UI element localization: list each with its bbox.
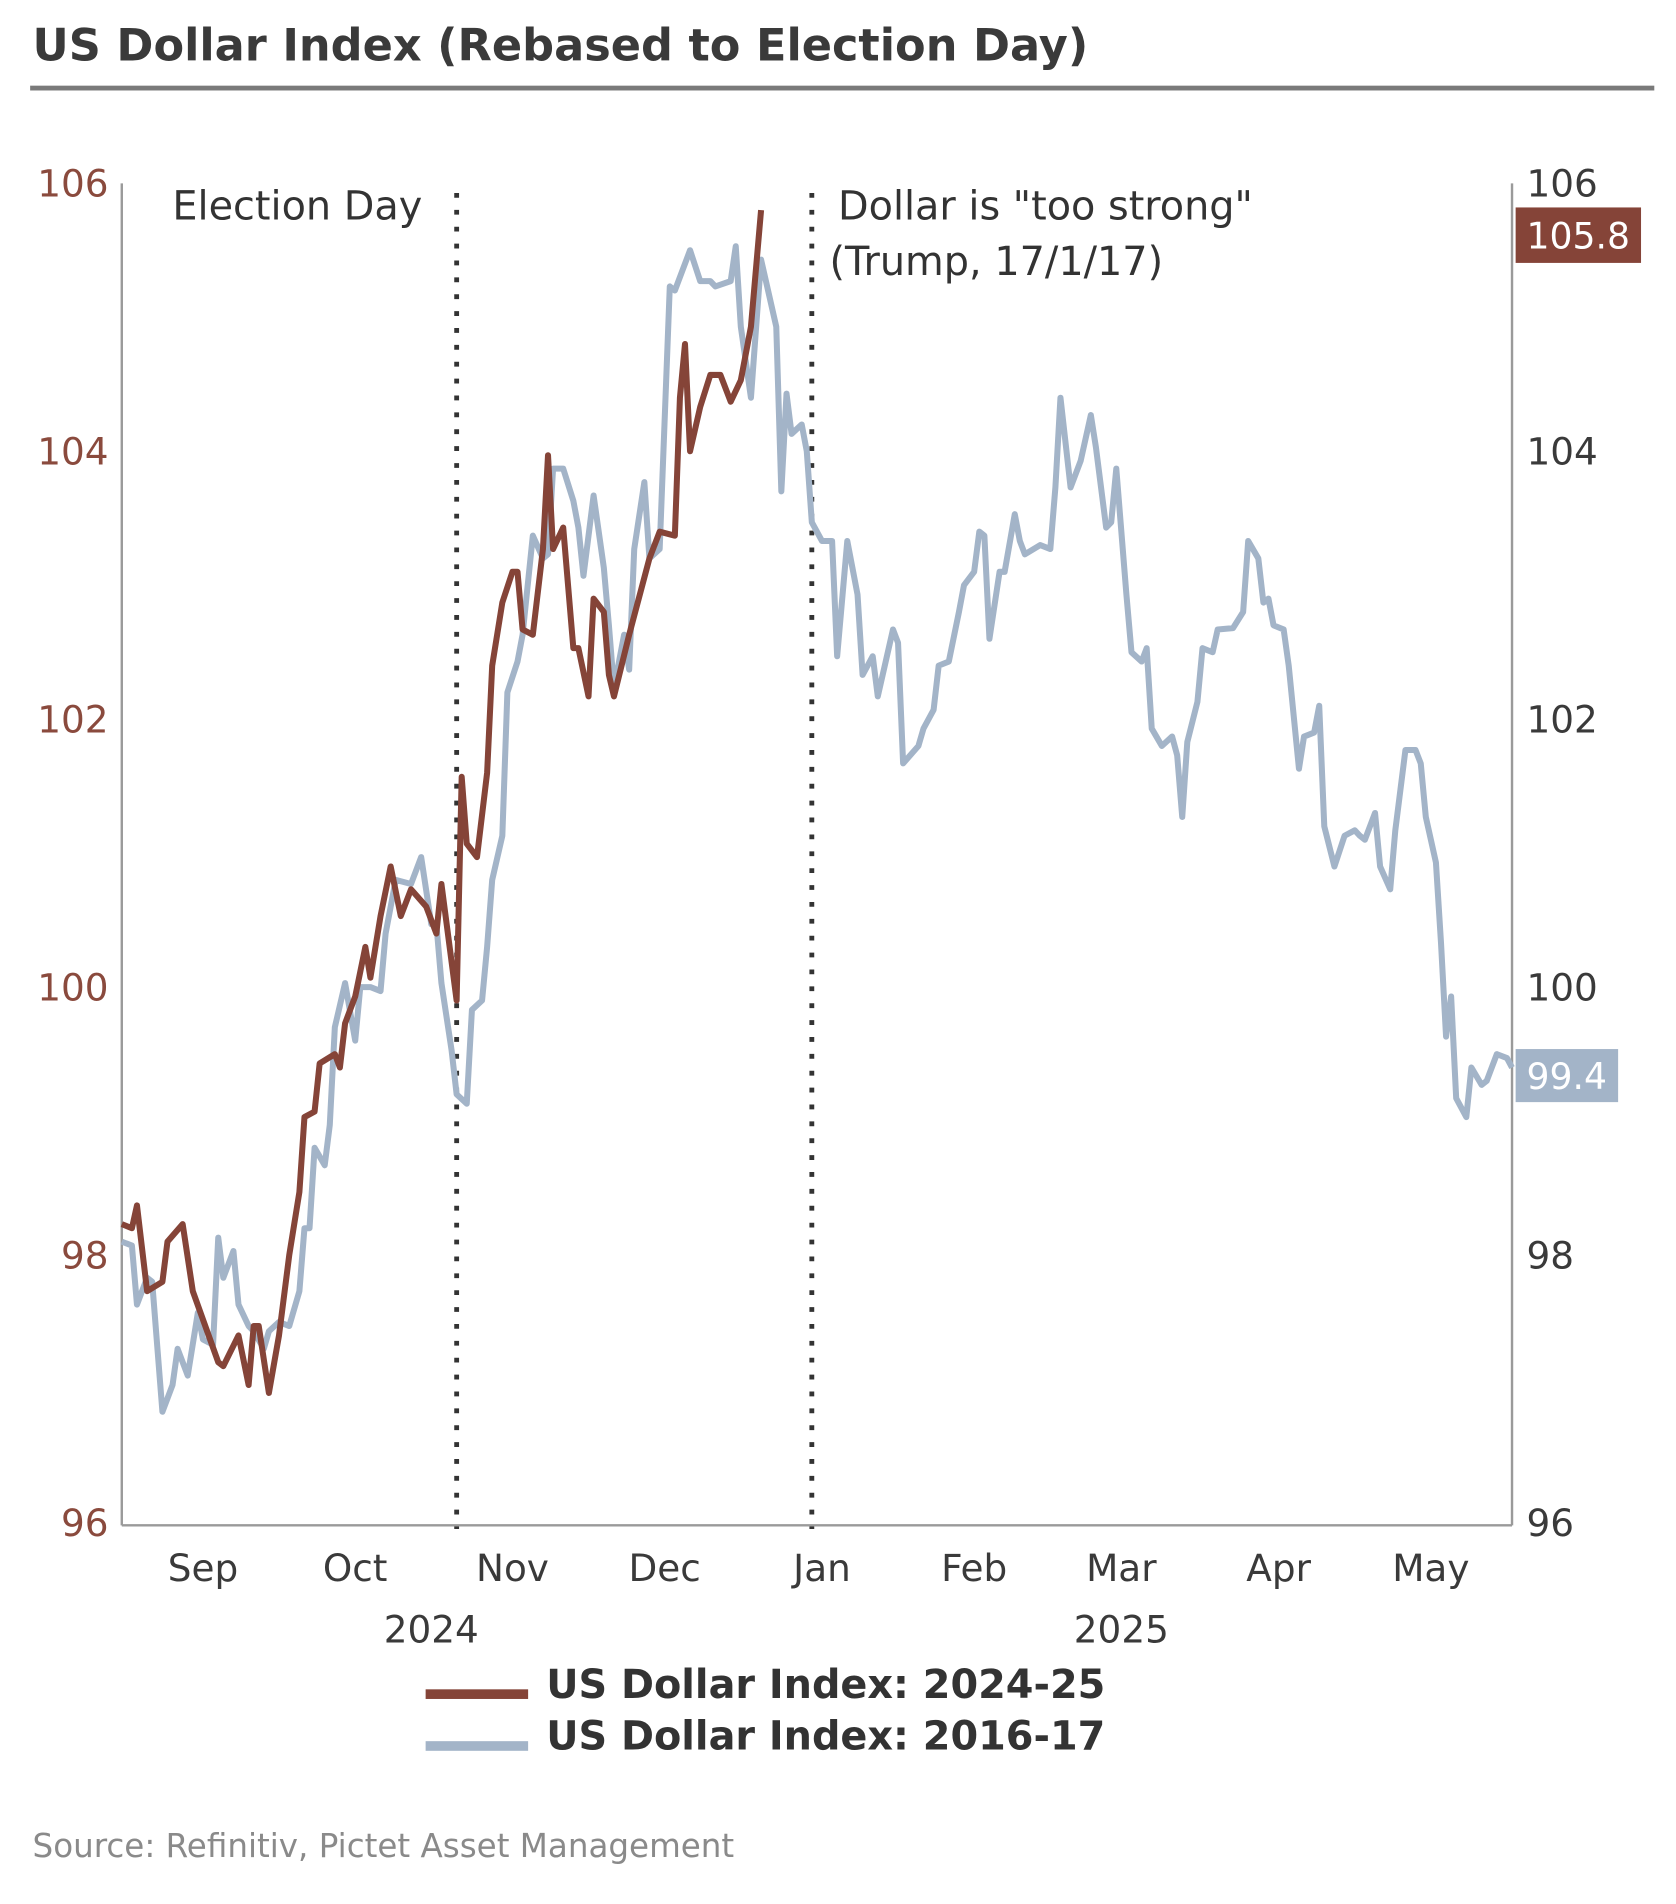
- y-tick-right-label: 100: [1526, 965, 1597, 1009]
- title-rule: [30, 85, 1655, 91]
- y-tick-right-label: 102: [1526, 697, 1597, 741]
- x-tick-label: Apr: [1246, 1546, 1311, 1590]
- too-strong-label: Dollar is "too strong": [838, 184, 1253, 230]
- end-labels: 105.8 99.4: [1515, 207, 1642, 1103]
- legend-swatch-2024-25: [425, 1689, 529, 1699]
- y-tick-right-label: 106: [1526, 162, 1597, 206]
- legend-label-2024-25: US Dollar Index: 2024-25: [546, 1662, 1105, 1708]
- y-tick-right-label: 96: [1526, 1501, 1574, 1545]
- end-label-2016-17: 99.4: [1526, 1055, 1607, 1098]
- y-tick-left-label: 104: [37, 430, 108, 474]
- series-line-2016-17: [120, 243, 1515, 1415]
- y-tick-left-label: 102: [37, 697, 108, 741]
- legend-label-2016-17: US Dollar Index: 2016-17: [546, 1714, 1105, 1760]
- y-ticks-right: 106 104 102 100 98 96: [1526, 162, 1597, 1546]
- x-tick-label: Mar: [1086, 1546, 1157, 1590]
- election-day-label: Election Day: [172, 184, 422, 230]
- legend: US Dollar Index: 2024-25 US Dollar Index…: [425, 1662, 1105, 1760]
- x-tick-label: Sep: [168, 1546, 238, 1590]
- series-line-2024-25: [120, 209, 765, 1396]
- x-year-label: 2024: [384, 1607, 479, 1651]
- series-lines: [120, 209, 1515, 1415]
- x-tick-label: Oct: [323, 1546, 388, 1590]
- y-tick-left-label: 96: [61, 1501, 109, 1545]
- y-ticks-left: 106 104 102 100 98 96: [37, 162, 108, 1546]
- chart-title: US Dollar Index (Rebased to Election Day…: [33, 19, 1089, 71]
- x-ticks: Sep Oct Nov Dec Jan Feb Mar Apr May 2024 2025: [168, 1546, 1470, 1651]
- legend-swatch-2016-17: [425, 1741, 529, 1751]
- source-note: Source: Refinitiv, Pictet Asset Manageme…: [33, 1827, 735, 1865]
- axes: [120, 183, 1514, 1527]
- y-tick-right-label: 98: [1526, 1233, 1574, 1277]
- y-tick-right-label: 104: [1526, 430, 1597, 474]
- x-tick-label: May: [1392, 1546, 1469, 1590]
- y-tick-left-label: 106: [37, 162, 108, 206]
- x-year-label: 2025: [1074, 1607, 1169, 1651]
- annotations: Election Day Dollar is "too strong" (Tru…: [172, 184, 1253, 1529]
- x-tick-label: Feb: [941, 1546, 1007, 1590]
- x-tick-label: Dec: [629, 1546, 701, 1590]
- y-tick-left-label: 98: [61, 1233, 109, 1277]
- end-label-box-2024-25: [1515, 207, 1642, 263]
- end-label-box-2016-17: [1515, 1049, 1619, 1103]
- too-strong-sublabel: (Trump, 17/1/17): [830, 239, 1164, 285]
- x-tick-label: Nov: [476, 1546, 549, 1590]
- end-label-2024-25: 105.8: [1526, 214, 1630, 257]
- y-tick-left-label: 100: [37, 965, 108, 1009]
- x-tick-label: Jan: [791, 1546, 851, 1590]
